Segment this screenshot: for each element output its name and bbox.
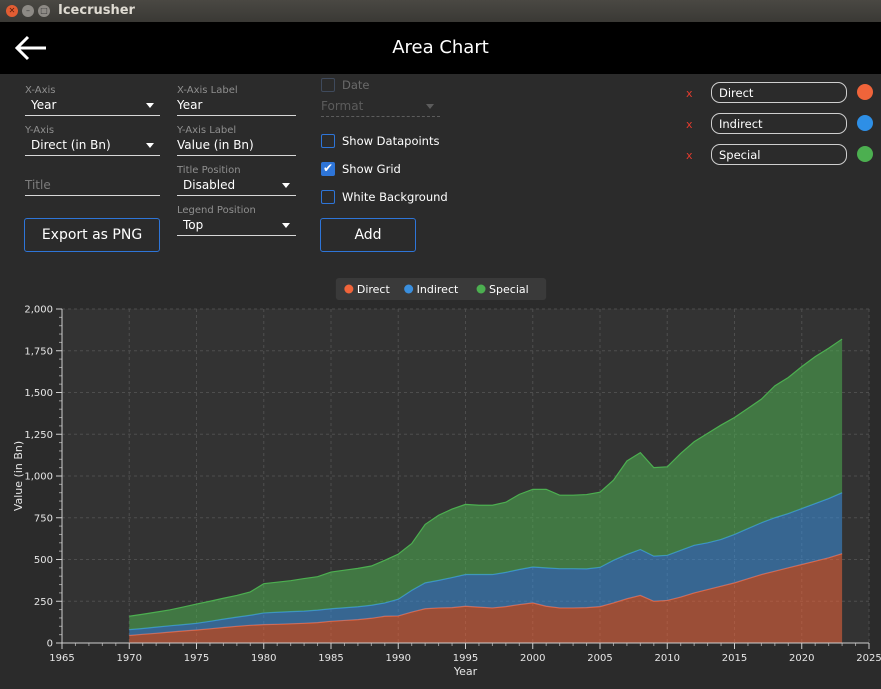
legend-marker <box>404 284 414 294</box>
y-tick-label: 1,750 <box>24 346 53 357</box>
y-tick-label: 250 <box>34 597 53 608</box>
x-axis-select[interactable]: X-Axis Year <box>25 84 160 116</box>
legend-label: Special <box>489 283 529 296</box>
area-chart: Direct Indirect Special 1965 1970 1975 1980 19… <box>12 278 881 678</box>
window-minimize-button[interactable]: – <box>22 5 34 17</box>
x-axis-title: Year <box>453 665 478 678</box>
x-axis-label-caption: X-Axis Label <box>177 85 238 96</box>
x-tick-label: 2020 <box>789 653 814 664</box>
show-datapoints-box[interactable] <box>321 134 335 148</box>
series-name-input[interactable]: Indirect <box>711 113 847 134</box>
area-indirect <box>129 492 843 636</box>
area-direct <box>129 553 843 643</box>
legend-position-label: Legend Position <box>177 205 256 216</box>
series-color-swatch[interactable] <box>857 84 873 100</box>
legend-position-select[interactable]: Legend Position Top <box>177 204 296 236</box>
x-tick-label: 1965 <box>49 653 74 664</box>
x-tick-label: 2015 <box>722 653 747 664</box>
y-tick-label: 0 <box>47 639 53 650</box>
legend-label: Indirect <box>417 283 459 296</box>
x-axis-label-input[interactable]: X-Axis Label Year <box>177 84 296 116</box>
x-tick-label: 2025 <box>856 653 881 664</box>
x-tick-label: 1995 <box>453 653 478 664</box>
area-line-special <box>129 338 843 617</box>
show-datapoints-label: Show Datapoints <box>342 134 440 148</box>
format-select-placeholder: Format <box>321 98 440 117</box>
date-checkbox-box[interactable] <box>321 78 335 92</box>
x-tick-label: 1975 <box>184 653 209 664</box>
x-axis-select-label: X-Axis <box>25 85 56 96</box>
legend-label: Direct <box>357 283 391 296</box>
x-axis-label-value[interactable]: Year <box>177 97 296 116</box>
chart-axes: 1965 1970 1975 1980 1985 1990 1995 2000 2005 2010… <box>24 305 881 665</box>
chevron-down-icon <box>146 103 154 108</box>
chevron-down-icon <box>426 104 434 109</box>
legend-marker <box>344 284 354 294</box>
y-tick-label: 750 <box>34 513 53 524</box>
legend-position-value[interactable]: Top <box>177 217 296 236</box>
chart-areas <box>129 338 843 643</box>
y-axis-label-input[interactable]: Y-Axis Label Value (in Bn) <box>177 124 296 156</box>
app-header: Area Chart <box>0 22 881 74</box>
y-tick-label: 1,500 <box>24 388 53 399</box>
area-line-direct <box>129 553 843 637</box>
window-titlebar: ✕ – □ Icecrusher <box>0 0 881 22</box>
legend-marker <box>476 284 486 294</box>
x-tick-label: 1990 <box>386 653 411 664</box>
x-tick-label: 1985 <box>318 653 343 664</box>
window-maximize-button[interactable]: □ <box>38 5 50 17</box>
y-tick-label: 1,000 <box>24 472 53 483</box>
white-background-box[interactable] <box>321 190 335 204</box>
y-tick-label: 2,000 <box>24 305 53 316</box>
area-special <box>129 339 843 630</box>
y-tick-label: 500 <box>34 555 53 566</box>
series-name-input[interactable]: Direct <box>711 82 847 103</box>
title-input-placeholder[interactable]: Title <box>25 177 160 196</box>
title-input[interactable]: Title <box>25 164 160 196</box>
y-tick-label: 1,250 <box>24 430 53 441</box>
y-axis-label-value[interactable]: Value (in Bn) <box>177 137 296 156</box>
page-title: Area Chart <box>392 37 489 58</box>
series-color-swatch[interactable] <box>857 115 873 131</box>
x-tick-label: 2005 <box>587 653 612 664</box>
legend-background <box>335 278 547 300</box>
remove-series-button[interactable]: x <box>686 87 693 100</box>
title-position-value[interactable]: Disabled <box>177 177 296 196</box>
y-axis-select-value[interactable]: Direct (in Bn) <box>25 137 160 156</box>
show-grid-label: Show Grid <box>342 162 401 176</box>
x-tick-label: 1970 <box>117 653 142 664</box>
show-grid-box[interactable]: ✔ <box>321 161 335 176</box>
chevron-down-icon <box>282 223 290 228</box>
back-arrow-icon[interactable] <box>14 34 48 62</box>
window-close-button[interactable]: ✕ <box>6 5 18 17</box>
export-png-button[interactable]: Export as PNG <box>24 218 160 252</box>
x-tick-label: 2000 <box>520 653 545 664</box>
series-name-input[interactable]: Special <box>711 144 847 165</box>
chevron-down-icon <box>282 183 290 188</box>
y-axis-select-label: Y-Axis <box>25 125 55 136</box>
y-axis-title: Value (in Bn) <box>12 441 25 511</box>
title-position-label: Title Position <box>177 165 241 176</box>
format-select: Format <box>321 85 440 117</box>
date-checkbox-label: Date <box>342 78 370 92</box>
checkmark-icon: ✔ <box>323 161 334 175</box>
add-series-button[interactable]: Add <box>320 218 416 252</box>
x-tick-label: 2010 <box>655 653 680 664</box>
window-title: Icecrusher <box>58 3 135 18</box>
chart-legend: Direct Indirect Special <box>335 278 547 300</box>
remove-series-button[interactable]: x <box>686 149 693 162</box>
series-color-swatch[interactable] <box>857 146 873 162</box>
x-axis-select-value[interactable]: Year <box>25 97 160 116</box>
title-position-select[interactable]: Title Position Disabled <box>177 164 296 196</box>
white-background-label: White Background <box>342 190 448 204</box>
y-axis-label-caption: Y-Axis Label <box>177 125 237 136</box>
y-axis-select[interactable]: Y-Axis Direct (in Bn) <box>25 124 160 156</box>
remove-series-button[interactable]: x <box>686 118 693 131</box>
chevron-down-icon <box>146 143 154 148</box>
x-tick-label: 1980 <box>251 653 276 664</box>
